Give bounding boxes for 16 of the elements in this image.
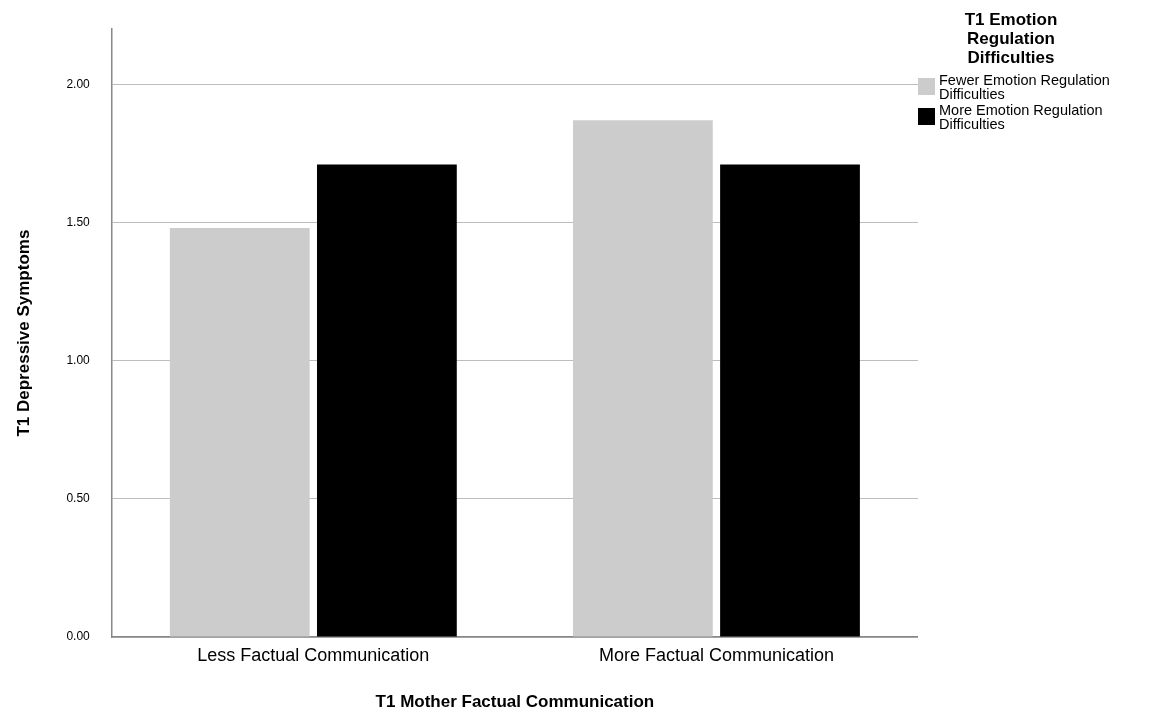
y-tick-label: 2.00 (66, 76, 91, 91)
bar (720, 164, 860, 637)
y-tick-label: 1.00 (66, 353, 91, 368)
x-tick-label: More Factual Communication (598, 644, 834, 665)
y-tick-label: 0.00 (66, 629, 91, 644)
legend-label: Fewer Emotion Regulation Difficulties (939, 72, 1111, 102)
bar (317, 164, 457, 637)
bar (169, 228, 310, 637)
x-tick-label: Less Factual Communication (197, 644, 430, 665)
y-axis-title: T1 Depressive Symptoms (13, 229, 33, 437)
x-axis-title: T1 Mother Factual Communication (375, 692, 655, 712)
y-tick-label: 1.50 (66, 214, 91, 229)
bar (572, 120, 713, 637)
legend-title: T1 Emotion Regulation Difficulties (963, 10, 1059, 67)
y-tick-label: 0.50 (66, 491, 91, 506)
legend-label: More Emotion Regulation Difficulties (939, 102, 1104, 132)
